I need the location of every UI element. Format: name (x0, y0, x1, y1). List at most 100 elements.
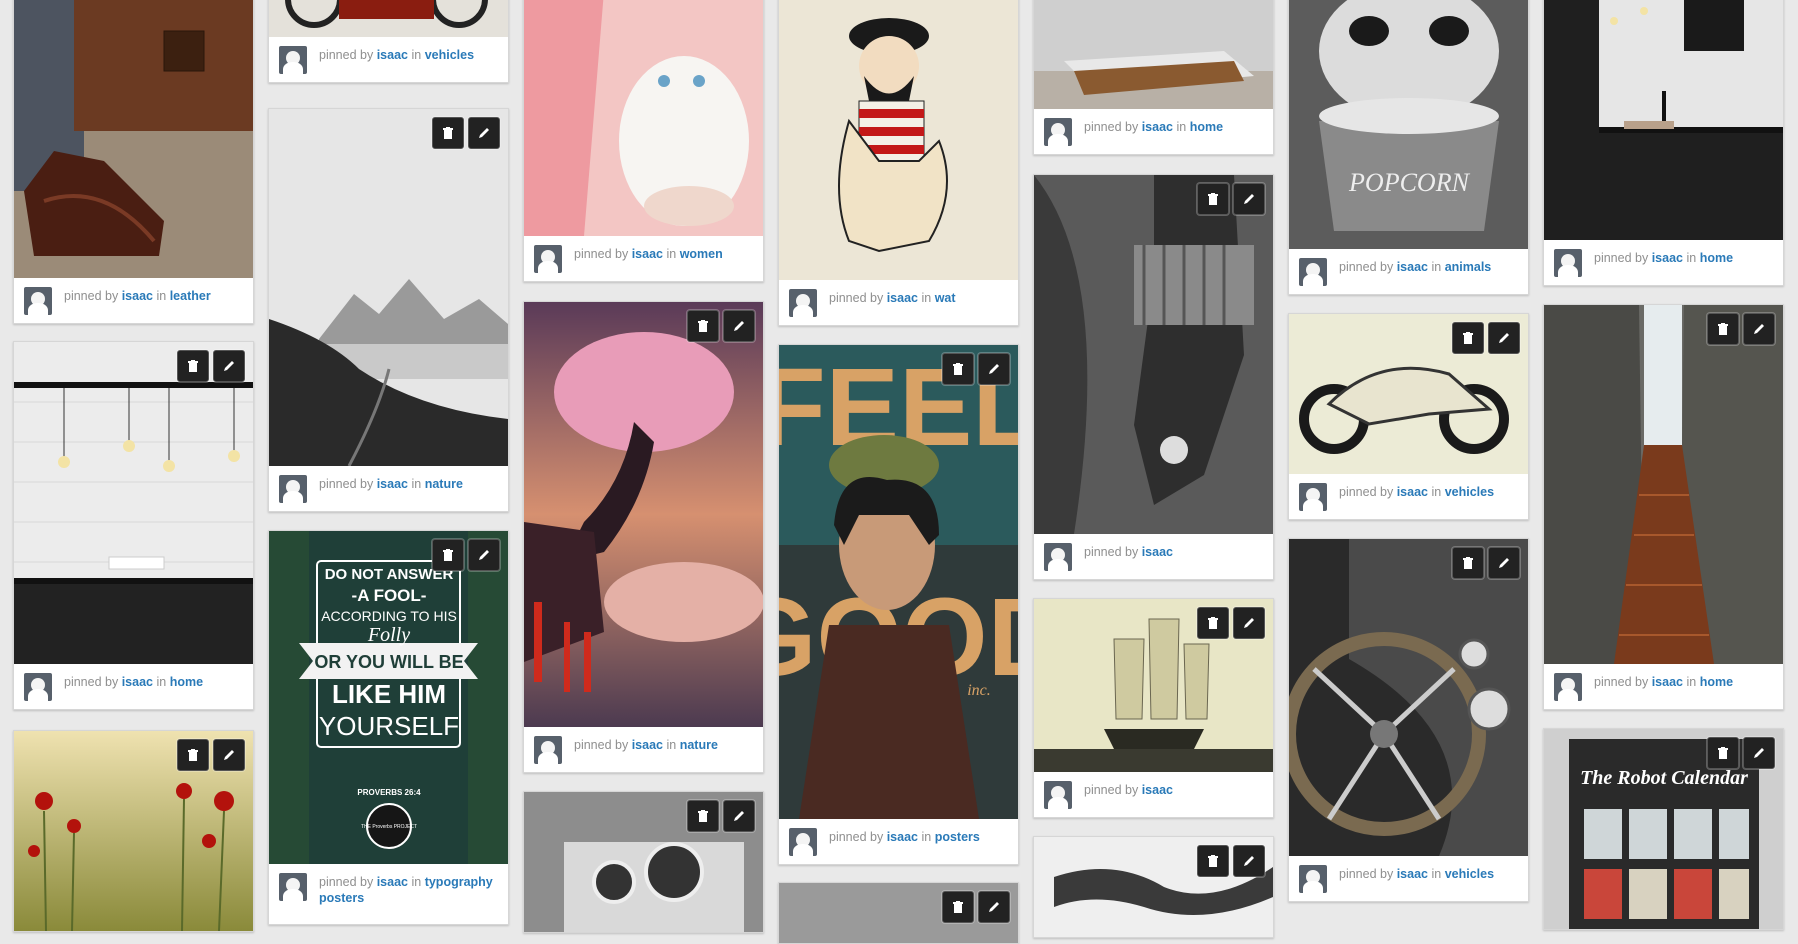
pinner-link[interactable]: isaac (121, 675, 153, 689)
user-avatar[interactable] (534, 245, 562, 273)
delete-pin-button[interactable] (1197, 183, 1229, 215)
board-link[interactable]: women (679, 247, 723, 261)
pinner-link[interactable]: isaac (886, 291, 918, 305)
pin-card[interactable]: pinned by isaac in home (1543, 0, 1784, 286)
edit-pin-button[interactable] (1488, 547, 1520, 579)
edit-pin-button[interactable] (978, 891, 1010, 923)
pin-card[interactable]: pinned by isaac in vehicles (268, 0, 509, 83)
delete-pin-button[interactable] (1452, 547, 1484, 579)
pinner-link[interactable]: isaac (886, 830, 918, 844)
delete-pin-button[interactable] (432, 117, 464, 149)
user-avatar[interactable] (24, 287, 52, 315)
pin-image-proverbs-poster[interactable]: DO NOT ANSWER -A FOOL- ACCORDING TO HIS … (269, 531, 508, 864)
pin-card[interactable]: pinned by isaac in nature (523, 301, 764, 773)
user-avatar[interactable] (1044, 781, 1072, 809)
edit-pin-button[interactable] (213, 350, 245, 382)
edit-pin-button[interactable] (468, 117, 500, 149)
pinner-link[interactable]: isaac (376, 48, 408, 62)
pin-image-ink-splatter[interactable] (1034, 837, 1273, 937)
delete-pin-button[interactable] (432, 539, 464, 571)
pin-image-kitchen-lights[interactable] (14, 342, 253, 664)
user-avatar[interactable] (279, 873, 307, 901)
pin-card[interactable]: POPCORN pinned by isaac in animals (1288, 0, 1529, 295)
pinner-link[interactable]: isaac (631, 247, 663, 261)
pinner-link[interactable]: isaac (376, 477, 408, 491)
board-link[interactable]: posters (934, 830, 980, 844)
user-avatar[interactable] (1044, 543, 1072, 571)
pin-card[interactable]: pinned by isaac in vehicles (1288, 538, 1529, 902)
pin-card[interactable]: pinned by isaac in vehicles (1288, 313, 1529, 520)
edit-pin-button[interactable] (1233, 183, 1265, 215)
edit-pin-button[interactable] (723, 800, 755, 832)
user-avatar[interactable] (279, 46, 307, 74)
pin-card[interactable]: pinned by isaac in home (13, 341, 254, 710)
pinner-link[interactable]: isaac (121, 289, 153, 303)
pin-card[interactable]: pinned by isaac in wat (778, 0, 1019, 326)
delete-pin-button[interactable] (177, 739, 209, 771)
pin-image-leather-shoes[interactable] (14, 0, 253, 278)
delete-pin-button[interactable] (1707, 737, 1739, 769)
pinner-link[interactable]: isaac (1141, 545, 1173, 559)
user-avatar[interactable] (1299, 865, 1327, 893)
pin-card[interactable] (523, 791, 764, 933)
pinner-link[interactable]: isaac (1396, 260, 1428, 274)
pin-image-cherry-tree-clouds[interactable] (524, 302, 763, 727)
board-link[interactable]: home (169, 675, 204, 689)
pin-card[interactable]: pinned by isaac in nature (268, 108, 509, 512)
pin-card[interactable]: pinned by isaac in home (1033, 0, 1274, 155)
edit-pin-button[interactable] (723, 310, 755, 342)
board-link[interactable]: vehicles (424, 48, 475, 62)
pin-card[interactable]: DO NOT ANSWER -A FOOL- ACCORDING TO HIS … (268, 530, 509, 925)
board-link[interactable]: animals (1444, 260, 1492, 274)
pin-image-grayscale[interactable] (779, 883, 1018, 943)
board-link[interactable]: nature (679, 738, 718, 752)
delete-pin-button[interactable] (177, 350, 209, 382)
user-avatar[interactable] (1554, 249, 1582, 277)
pin-card[interactable]: pinned by isaac in women (523, 0, 764, 282)
pin-card[interactable] (778, 882, 1019, 944)
pin-image-concrete-corridor[interactable] (1544, 305, 1783, 664)
pin-image-concept-motorcycle[interactable] (1289, 314, 1528, 474)
delete-pin-button[interactable] (1197, 607, 1229, 639)
pin-card[interactable]: pinned by isaac in home (1543, 304, 1784, 710)
user-avatar[interactable] (534, 736, 562, 764)
pin-image-feel-good-poster[interactable]: FEEL GOOD inc. (779, 345, 1018, 819)
board-link[interactable]: vehicles (1444, 867, 1495, 881)
board-link[interactable]: home (1699, 675, 1734, 689)
user-avatar[interactable] (1299, 483, 1327, 511)
board-link[interactable]: wat (934, 291, 956, 305)
board-link[interactable]: home (1699, 251, 1734, 265)
edit-pin-button[interactable] (1488, 322, 1520, 354)
board-link[interactable]: home (1189, 120, 1224, 134)
pin-image-dark-kitchen[interactable] (1544, 0, 1783, 240)
pinner-link[interactable]: isaac (1651, 675, 1683, 689)
edit-pin-button[interactable] (1743, 737, 1775, 769)
user-avatar[interactable] (1299, 258, 1327, 286)
board-link[interactable]: typography posters (319, 875, 493, 905)
pin-image-bearded-man-bear[interactable] (779, 0, 1018, 280)
pin-image-poppies[interactable] (14, 731, 253, 931)
pinner-link[interactable]: isaac (631, 738, 663, 752)
delete-pin-button[interactable] (1707, 313, 1739, 345)
pinner-link[interactable]: isaac (1141, 783, 1173, 797)
delete-pin-button[interactable] (942, 891, 974, 923)
pin-card[interactable] (13, 730, 254, 932)
pin-image-sailing-ship[interactable] (1034, 599, 1273, 772)
delete-pin-button[interactable] (942, 353, 974, 385)
pinner-link[interactable]: isaac (1141, 120, 1173, 134)
pin-card[interactable]: pinned by isaac (1033, 174, 1274, 580)
pin-card[interactable] (1033, 836, 1274, 938)
user-avatar[interactable] (789, 828, 817, 856)
pin-image-robot-calendar[interactable]: The Robot Calendar (1544, 729, 1783, 929)
pinner-link[interactable]: isaac (1651, 251, 1683, 265)
pin-image-panda-popcorn[interactable]: POPCORN (1289, 0, 1528, 249)
pin-image-mountain-lake[interactable] (269, 109, 508, 466)
pin-image-motorcycle[interactable] (269, 0, 508, 37)
board-link[interactable]: vehicles (1444, 485, 1495, 499)
edit-pin-button[interactable] (468, 539, 500, 571)
edit-pin-button[interactable] (1233, 845, 1265, 877)
delete-pin-button[interactable] (687, 800, 719, 832)
user-avatar[interactable] (24, 673, 52, 701)
user-avatar[interactable] (789, 289, 817, 317)
pin-image-white-kitten[interactable] (524, 0, 763, 236)
